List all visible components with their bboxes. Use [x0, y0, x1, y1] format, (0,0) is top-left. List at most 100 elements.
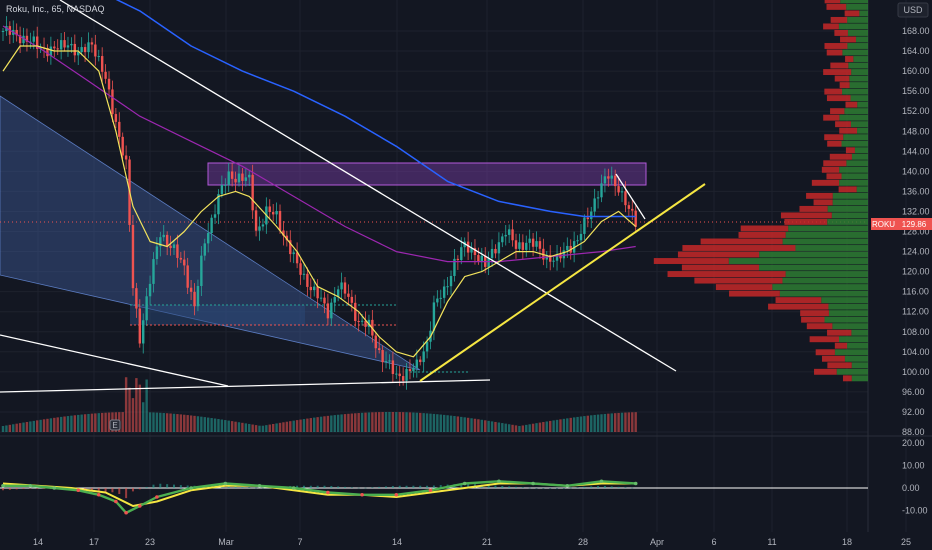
candle-body — [97, 56, 100, 58]
candle-body — [25, 35, 29, 42]
histogram-bar — [22, 488, 25, 489]
volume-bar — [607, 413, 610, 432]
volume-bar — [32, 420, 35, 432]
volume-bar — [152, 412, 155, 432]
vp-bar-down — [799, 205, 828, 212]
candle-body — [36, 36, 39, 49]
price-tick-label: 96.00 — [902, 387, 925, 397]
candle-body — [419, 359, 422, 363]
volume-bar — [535, 423, 538, 432]
volume-bar — [46, 418, 49, 432]
vp-bar-up — [832, 323, 868, 330]
vp-bar-up — [834, 349, 868, 356]
volume-bar — [340, 414, 343, 432]
volume-bar — [135, 378, 138, 432]
histogram-bar — [467, 483, 470, 488]
candle-body — [77, 52, 80, 56]
candle-body — [405, 369, 408, 381]
descending-trendline — [59, 0, 677, 372]
candle-body — [261, 224, 265, 227]
candle-body — [213, 214, 217, 218]
candle-body — [388, 360, 391, 362]
histogram-bar — [166, 484, 169, 488]
candle-body — [302, 273, 306, 275]
vp-bar-up — [859, 10, 868, 17]
candle-body — [230, 171, 234, 179]
time-tick-label: Mar — [218, 537, 234, 547]
candle-body — [49, 46, 53, 57]
candle-body — [552, 260, 555, 262]
candle-body — [282, 230, 285, 236]
histogram-bar — [515, 486, 517, 488]
candle-body — [600, 183, 603, 198]
candle-body — [586, 217, 590, 220]
volume-bar — [490, 421, 494, 432]
candle-body — [295, 252, 299, 264]
volume-bar — [302, 419, 306, 432]
symbol-title: Roku, Inc., 65, NASDAQ — [6, 4, 105, 14]
trendlines[interactable] — [0, 0, 706, 393]
candle-body — [169, 245, 172, 249]
histogram-bar — [29, 488, 32, 489]
volume-bar — [350, 413, 354, 432]
histogram-bar — [90, 488, 93, 491]
histogram-bar — [603, 485, 606, 488]
candle-body — [378, 348, 381, 351]
volume-bar — [25, 421, 29, 432]
histogram-bar — [97, 488, 100, 492]
volume-bar — [316, 417, 319, 432]
volume-bar — [569, 417, 572, 432]
candle-body — [422, 351, 425, 363]
histogram-bar — [528, 487, 531, 489]
vp-bar-down — [806, 323, 833, 330]
volume-bar — [200, 416, 203, 432]
histogram-bar — [344, 486, 346, 488]
time-tick-label: 14 — [33, 537, 43, 547]
candle-body — [395, 373, 398, 375]
volume-bar — [562, 418, 566, 432]
vp-bar-up — [856, 186, 868, 193]
histogram-bar — [487, 485, 490, 488]
volume-bar — [148, 412, 152, 432]
candle-body — [83, 47, 87, 53]
vp-bar-down — [834, 75, 850, 82]
time-axis[interactable]: 14 17 23 Mar 7 14 21 28 Apr 6 11 18 25 — [0, 532, 932, 550]
macd-dot — [138, 504, 142, 508]
time-axis-bg — [0, 532, 932, 550]
histogram-bar — [631, 487, 634, 489]
histogram-bar — [302, 485, 305, 488]
price-axis[interactable]: 168.00 164.00 160.00 156.00 152.00 148.00 144.… — [902, 26, 930, 516]
vp-bar-up — [850, 95, 868, 102]
earnings-marker[interactable]: E — [109, 419, 121, 431]
vp-bar-up — [851, 69, 868, 76]
volume-bar — [234, 421, 237, 432]
volume-bar — [374, 412, 377, 432]
histogram-bar — [138, 488, 141, 490]
candle-body — [466, 241, 470, 253]
macd-dot — [257, 483, 262, 488]
volume-bar — [617, 412, 620, 432]
histogram-bar — [145, 486, 148, 488]
currency-label: USD — [903, 5, 923, 15]
price-tick-label: 88.00 — [902, 427, 925, 437]
volume-bar — [53, 417, 56, 432]
ma-mid-line — [2, 25, 636, 263]
volume-bar — [593, 414, 596, 432]
candle-body — [172, 244, 176, 249]
candle-body — [494, 248, 497, 254]
volume-bar — [285, 421, 289, 432]
vp-bar-up — [850, 121, 868, 128]
vp-bar-up — [847, 16, 868, 23]
currency-badge[interactable]: USD — [897, 2, 929, 18]
volume-bar — [391, 412, 395, 432]
candle-body — [227, 171, 230, 185]
vp-bar-down — [830, 16, 848, 23]
vp-bar-up — [828, 310, 868, 317]
vp-bar-down — [838, 186, 857, 193]
volume-bar — [446, 415, 449, 432]
candle-body — [326, 303, 330, 319]
volume-bar — [552, 420, 555, 432]
volume-bar — [323, 416, 326, 432]
candle-body — [415, 359, 419, 368]
